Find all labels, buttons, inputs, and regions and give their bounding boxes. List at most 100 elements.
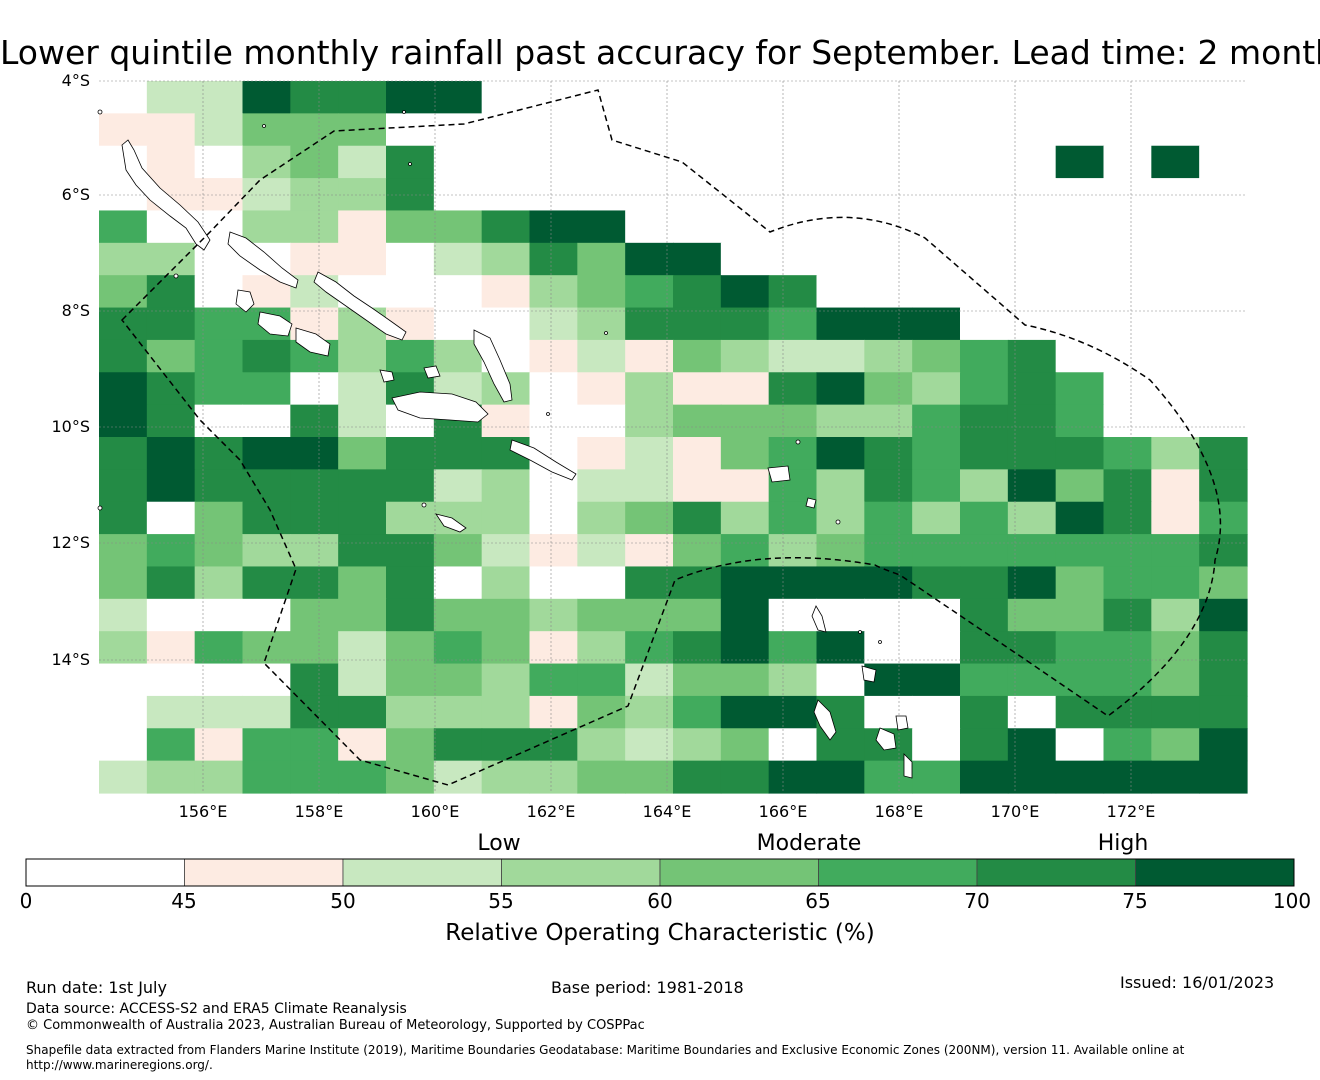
grid-cell: [960, 372, 1009, 406]
lon-label: 160°E: [410, 802, 460, 821]
grid-cell: [577, 242, 626, 276]
grid-cell: [386, 663, 435, 697]
grid-cell: [577, 372, 626, 406]
grid-cell: [481, 631, 531, 665]
grid-cell: [1199, 469, 1248, 503]
grid-cell: [864, 566, 913, 600]
grid-cell: [338, 469, 387, 503]
grid-cell: [1103, 275, 1152, 309]
grid-cell: [1151, 307, 1200, 341]
islet: [408, 162, 412, 166]
grid-cell: [99, 242, 148, 276]
grid-cell: [577, 275, 626, 309]
grid-cell: [673, 372, 722, 406]
grid-cell: [194, 145, 244, 179]
colorbar-tick: 100: [1272, 889, 1312, 913]
grid-cell: [768, 534, 818, 568]
grid-cell: [720, 372, 770, 406]
grid-cell: [99, 437, 148, 470]
grid-cell: [146, 242, 196, 276]
grid-cell: [577, 501, 626, 535]
grid-cell: [1151, 275, 1200, 309]
grid-cell: [338, 631, 387, 665]
new-georgia-island: [257, 311, 293, 337]
grid-cell: [194, 307, 244, 341]
grid-cell: [529, 307, 578, 341]
grid-cell: [673, 631, 722, 665]
grid-cell: [433, 145, 483, 179]
grid-cell: [768, 275, 818, 309]
grid-cell: [386, 275, 435, 309]
grid-cell: [1199, 210, 1248, 244]
grid-cell: [577, 469, 626, 503]
grid-cell: [768, 113, 818, 147]
santa-cruz-islands: [805, 497, 817, 509]
grid-cell: [960, 210, 1009, 244]
islet: [97, 505, 103, 511]
grid-cell: [194, 728, 244, 762]
grid-cell: [960, 469, 1009, 503]
grid-cell: [912, 501, 961, 535]
colorbar-tick: 45: [171, 889, 197, 913]
grid-cell: [146, 437, 196, 470]
grid-cell: [481, 501, 531, 535]
grid-cell: [1007, 372, 1057, 406]
grid-cell: [720, 534, 770, 568]
grid-cell: [194, 469, 244, 503]
grid-cell: [338, 598, 387, 632]
grid-cell: [1103, 437, 1152, 470]
grid-cell: [386, 760, 435, 794]
grid-cell: [816, 663, 865, 697]
makira-island: [509, 439, 577, 481]
grid-cell: [673, 307, 722, 341]
grid-cell: [386, 113, 435, 147]
grid-cell: [338, 501, 387, 535]
grid-cell: [1151, 728, 1200, 762]
grid-cell: [386, 210, 435, 244]
grid-cell: [577, 728, 626, 762]
grid-cell: [673, 501, 722, 535]
vanuatu-island: [811, 605, 827, 633]
grid-cell: [864, 113, 913, 147]
grid-cell: [1103, 113, 1152, 147]
grid-cell: [625, 501, 674, 535]
grid-cell: [912, 210, 961, 244]
grid-cell: [625, 178, 674, 212]
grid-cell: [146, 598, 196, 632]
lat-label: 6°S: [61, 185, 90, 204]
data-source: Data source: ACCESS-S2 and ERA5 Climate …: [26, 1001, 407, 1017]
grid-cell: [242, 81, 291, 114]
grid-cell: [625, 469, 674, 503]
grid-cell: [99, 728, 148, 762]
grid-cell: [768, 307, 818, 341]
grid-cell: [1151, 566, 1200, 600]
grid-cell: [529, 631, 578, 665]
grid-cell: [433, 534, 483, 568]
grid-cell: [481, 275, 531, 309]
grid-cell: [146, 760, 196, 794]
grid-cell: [720, 307, 770, 341]
grid-cell: [1199, 404, 1248, 438]
grid-cell: [386, 501, 435, 535]
grid-cell: [194, 663, 244, 697]
grid-cell: [1055, 631, 1105, 665]
lon-label: 170°E: [990, 802, 1040, 821]
grid-cell: [864, 631, 913, 665]
grid-cell: [481, 695, 531, 729]
grid-cell: [673, 663, 722, 697]
grid-cell: [242, 534, 291, 568]
base-period: Base period: 1981-2018: [551, 978, 744, 997]
grid-cell: [720, 566, 770, 600]
grid-cell: [529, 663, 578, 697]
grid-cell: [386, 81, 435, 114]
grid-cell: [99, 469, 148, 503]
islet: [546, 412, 550, 416]
grid-cell: [673, 404, 722, 438]
grid-cell: [1055, 760, 1105, 794]
grid-cell: [816, 760, 865, 794]
grid-cell: [1055, 469, 1105, 503]
grid-cell: [1055, 404, 1105, 438]
colorbar-frame: [25, 858, 1295, 887]
grid-cell: [673, 760, 722, 794]
